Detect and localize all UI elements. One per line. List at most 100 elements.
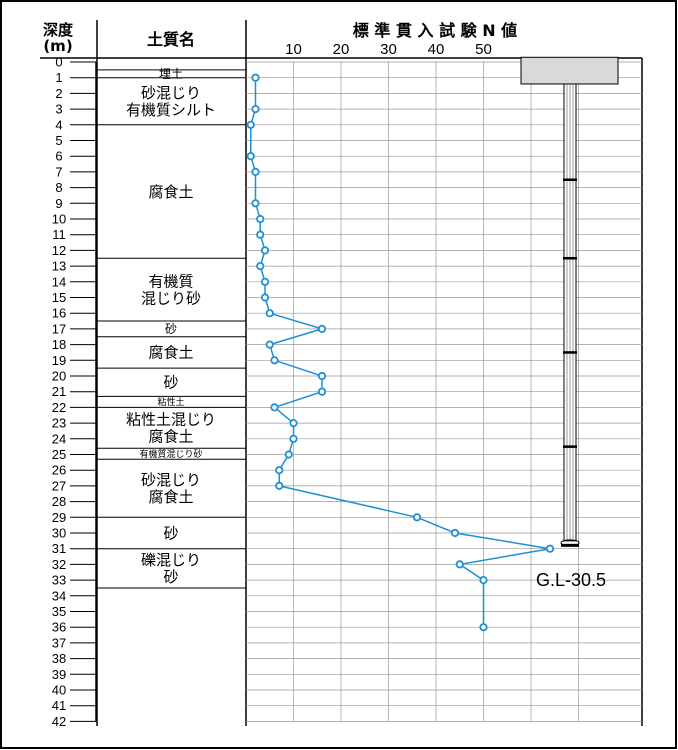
data-point-9 — [251, 199, 260, 208]
y-tick-label-40: 40 — [52, 683, 66, 698]
y-tick-label-39: 39 — [52, 667, 66, 682]
y-tick-label-27: 27 — [52, 478, 66, 493]
y-tick-label-12: 12 — [52, 243, 66, 258]
data-point-29 — [412, 513, 422, 522]
y-tick-label-33: 33 — [52, 573, 66, 588]
y-tick-label-13: 13 — [52, 259, 66, 274]
data-point-23 — [289, 418, 298, 428]
data-point-4 — [246, 120, 255, 129]
y-tick-label-42: 42 — [52, 714, 66, 729]
y-tick-label-23: 23 — [52, 416, 66, 431]
x-tick-labels: 10 20 30 40 50 — [285, 41, 492, 58]
pile-cap — [520, 56, 619, 85]
soil-title: 土質名 — [147, 30, 195, 49]
y-tick-label-4: 4 — [55, 117, 62, 132]
data-point-20 — [317, 371, 327, 381]
data-point-13 — [256, 261, 265, 271]
data-point-11 — [256, 230, 265, 239]
pile-depth-label: G.L-30.5 — [536, 570, 606, 590]
data-point-30 — [450, 528, 460, 538]
soil-layer-label-12-1: 砂 — [163, 568, 178, 586]
soil-layer-label-3-1: 混じり砂 — [141, 289, 201, 307]
soil-layer-label-2-0: 腐食土 — [148, 183, 193, 201]
soil-layer-label-8-0: 粘性土混じり — [126, 411, 216, 429]
y-axis: 0123456789101112131415161718192021222324… — [52, 55, 97, 729]
soil-layer-label-6-0: 砂 — [163, 374, 178, 392]
data-point-21 — [317, 387, 327, 396]
data-point-26 — [275, 466, 284, 475]
series-line-0 — [250, 77, 551, 628]
pile: G.L-30.5 — [520, 56, 619, 590]
soil-layer-label-1-1: 有機質シルト — [126, 101, 216, 119]
soil-layer-label-10-0: 砂混じり — [141, 471, 201, 489]
data-point-6 — [246, 152, 255, 161]
data-point-31 — [545, 544, 555, 553]
soil-layer-label-12-0: 礫混じり — [141, 551, 201, 569]
y-tick-label-35: 35 — [52, 604, 66, 619]
y-tick-label-32: 32 — [52, 557, 66, 572]
soil-layer-label-11-0: 砂 — [163, 524, 178, 542]
x-tick-label-20: 20 — [333, 41, 350, 58]
y-tick-label-6: 6 — [55, 149, 62, 164]
y-tick-label-41: 41 — [52, 698, 66, 713]
y-tick-label-5: 5 — [55, 133, 62, 148]
y-tick-label-24: 24 — [52, 431, 66, 446]
soil-layer-label-8-1: 腐食土 — [148, 428, 193, 446]
y-tick-label-36: 36 — [52, 620, 66, 635]
data-point-32 — [455, 560, 464, 569]
y-tick-label-21: 21 — [52, 384, 66, 399]
data-point-17 — [317, 324, 327, 333]
data-point-18 — [265, 340, 274, 349]
data-point-3 — [251, 105, 260, 114]
soil-layer-label-4-0: 砂 — [165, 322, 177, 336]
x-tick-label-50: 50 — [475, 41, 492, 58]
soil-layer-label-10-1: 腐食土 — [148, 488, 193, 506]
y-tick-label-26: 26 — [52, 463, 66, 478]
soil-layers: 埋土砂混じり有機質シルト腐食土有機質混じり砂砂腐食土砂粘性土粘性土混じり腐食土有… — [97, 67, 246, 589]
y-tick-label-18: 18 — [52, 337, 66, 352]
depth-title: 深度 — [43, 21, 74, 39]
soil-layer-label-0-0: 埋土 — [159, 67, 183, 81]
y-tick-label-2: 2 — [55, 86, 62, 101]
y-tick-label-30: 30 — [52, 526, 66, 541]
x-tick-label-10: 10 — [285, 41, 302, 58]
data-point-19 — [270, 356, 279, 365]
y-tick-label-20: 20 — [52, 369, 66, 384]
data-point-14 — [260, 277, 270, 286]
y-tick-label-38: 38 — [52, 651, 66, 666]
y-tick-label-15: 15 — [52, 290, 66, 305]
data-point-25 — [284, 450, 293, 459]
data-point-36 — [479, 623, 488, 632]
data-point-33 — [479, 575, 488, 585]
data-point-7 — [251, 167, 260, 176]
y-tick-label-28: 28 — [52, 494, 66, 509]
n-value-title: 標 準 貫 入 試 験 N 値 — [353, 21, 517, 40]
soil-layer-label-7-0: 粘性土 — [157, 396, 184, 408]
y-tick-label-17: 17 — [52, 321, 66, 336]
y-tick-label-10: 10 — [52, 212, 66, 227]
y-tick-label-9: 9 — [55, 196, 62, 211]
data-point-22 — [270, 403, 279, 412]
y-tick-label-8: 8 — [55, 180, 62, 195]
y-tick-label-34: 34 — [52, 588, 66, 603]
y-tick-label-1: 1 — [55, 70, 62, 85]
soil-layer-label-3-0: 有機質 — [148, 272, 193, 290]
y-tick-label-25: 25 — [52, 447, 66, 462]
y-tick-label-19: 19 — [52, 353, 66, 368]
y-tick-label-22: 22 — [52, 400, 66, 415]
data-point-12 — [260, 246, 270, 255]
y-tick-label-11: 11 — [52, 227, 66, 242]
data-point-10 — [256, 214, 265, 224]
data-point-1 — [251, 73, 260, 82]
y-tick-label-29: 29 — [52, 510, 66, 525]
y-tick-label-0: 0 — [55, 55, 62, 70]
x-tick-label-30: 30 — [380, 41, 397, 58]
n-value-series — [246, 73, 555, 632]
pile-tip-base — [561, 543, 579, 547]
y-tick-label-16: 16 — [52, 306, 66, 321]
x-tick-label-40: 40 — [428, 41, 445, 58]
soil-layer-label-5-0: 腐食土 — [148, 344, 193, 362]
y-tick-label-31: 31 — [52, 541, 66, 556]
data-point-16 — [265, 309, 274, 318]
data-point-15 — [260, 293, 270, 302]
